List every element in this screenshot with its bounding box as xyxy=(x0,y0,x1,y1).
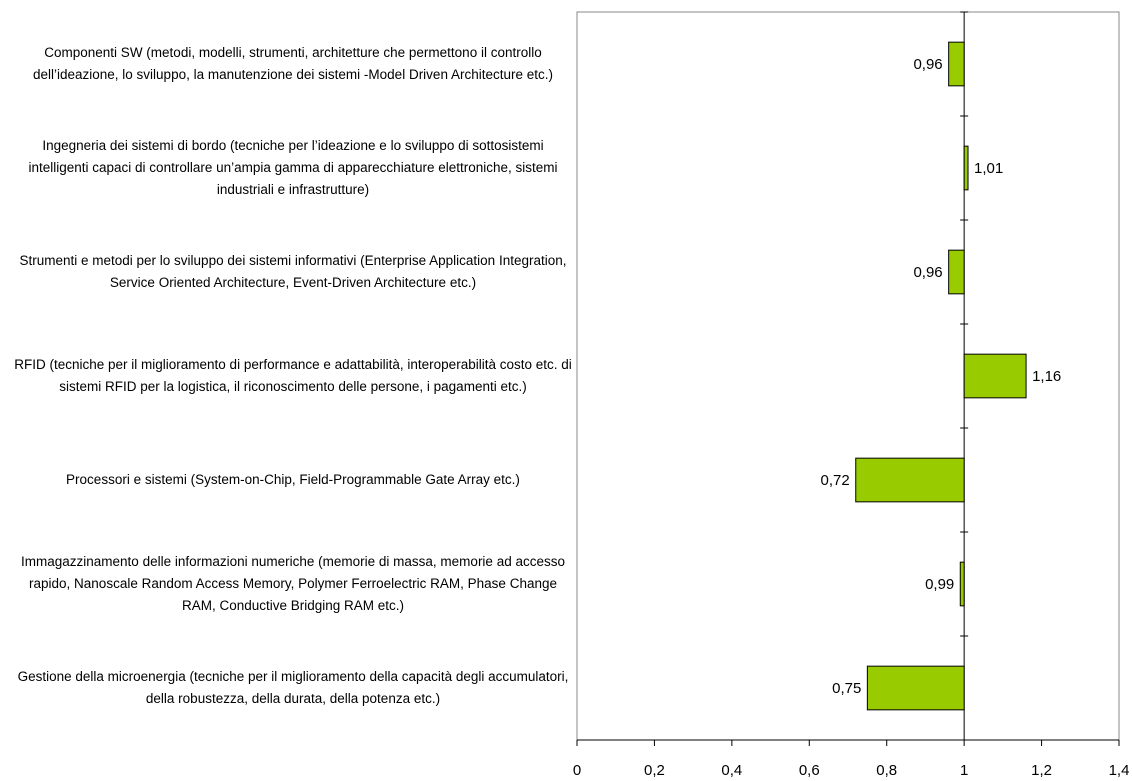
bar xyxy=(948,249,965,295)
bar xyxy=(963,353,1027,399)
value-label: 0,96 xyxy=(913,264,942,281)
category-label: Immagazzinamento delle informazioni nume… xyxy=(21,554,565,613)
bar xyxy=(866,665,965,711)
x-tick-label: 0,6 xyxy=(799,762,820,779)
value-label: 0,75 xyxy=(832,680,861,697)
x-tick-label: 0,4 xyxy=(721,762,742,779)
x-tick-label: 1,2 xyxy=(1031,762,1052,779)
x-tick-label: 0 xyxy=(573,762,581,779)
category-label: Processori e sistemi (System-on-Chip, Fi… xyxy=(66,472,520,487)
value-label: 0,96 xyxy=(913,56,942,73)
bar xyxy=(959,561,965,607)
value-label: 1,01 xyxy=(974,160,1003,177)
x-tick-label: 0,2 xyxy=(644,762,665,779)
category-label: RFID (tecniche per il miglioramento di p… xyxy=(14,357,572,394)
x-tick-label: 1,4 xyxy=(1109,762,1130,779)
bar xyxy=(963,145,969,191)
bar xyxy=(855,457,965,503)
value-label: 0,72 xyxy=(821,472,850,489)
value-label: 0,99 xyxy=(925,576,954,593)
category-label: Strumenti e metodi per lo sviluppo dei s… xyxy=(19,253,567,290)
bar xyxy=(948,41,965,87)
x-tick-label: 1 xyxy=(960,762,968,779)
value-label: 1,16 xyxy=(1032,368,1061,385)
x-tick-label: 0,8 xyxy=(876,762,897,779)
category-label: Componenti SW (metodi, modelli, strument… xyxy=(32,45,553,82)
category-label: Ingegneria dei sistemi di bordo (tecnich… xyxy=(28,138,558,197)
category-label: Gestione della microenergia (tecniche pe… xyxy=(17,669,569,706)
